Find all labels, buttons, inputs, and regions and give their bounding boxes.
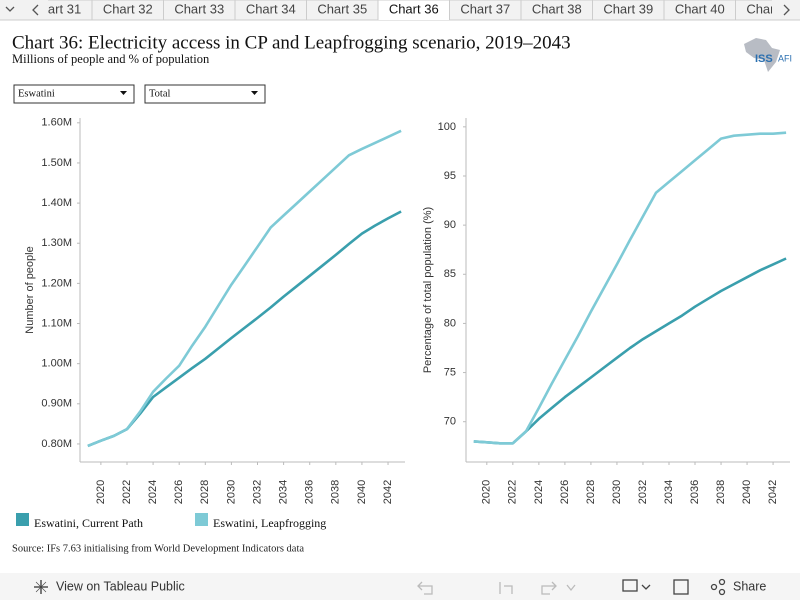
series-line: [474, 133, 786, 444]
dropdown-value: Total: [149, 88, 171, 99]
x-tick-label: 2028: [199, 480, 211, 504]
x-tick-label: 2042: [767, 480, 779, 504]
source: Source: IFs 7.63 initialising from World…: [12, 543, 304, 554]
logo-subtext: AFI: [778, 53, 792, 63]
x-tick-label: 2032: [637, 480, 649, 504]
x-tick-label: 2034: [663, 480, 675, 504]
view-on-tableau[interactable]: View on Tableau Public: [56, 579, 185, 593]
x-tick-label: 2026: [173, 480, 185, 504]
x-tick-label: 2024: [147, 480, 159, 504]
tab-label: Chart 37: [460, 1, 510, 16]
legend-swatch: [195, 513, 208, 526]
subtitle: Millions of people and % of population: [12, 52, 210, 66]
y-tick-label: 85: [444, 268, 456, 280]
tab-label: Chart 35: [317, 1, 367, 16]
y-tick-label: 0.90M: [41, 398, 72, 410]
charts: Number of people 0.80M 0.90M 1.00M 1.10M 1.20…: [24, 117, 790, 505]
y-axis-label: Number of people: [24, 246, 36, 333]
legend-label: Eswatini, Leapfrogging: [213, 516, 326, 530]
x-tick-label: 2022: [507, 480, 519, 504]
filters: Eswatini Total: [14, 85, 265, 103]
x-tick-label: 2020: [95, 480, 107, 504]
y-tick-label: 75: [444, 366, 456, 378]
dropdown-value: Eswatini: [18, 88, 55, 99]
y-tick-label: 1.10M: [41, 317, 72, 329]
y-tick-label: 1.50M: [41, 157, 72, 169]
y-tick-label: 0.80M: [41, 438, 72, 450]
y-tick-label: 90: [444, 219, 456, 231]
x-tick-label: 2030: [611, 480, 623, 504]
y-tick-label: 80: [444, 317, 456, 329]
tab-label: Chart 33: [174, 1, 224, 16]
x-tick-label: 2036: [304, 480, 316, 504]
y-tick-label: 1.00M: [41, 358, 72, 370]
tab-label: Chart 36: [389, 1, 439, 16]
x-tick-label: 2042: [382, 480, 394, 504]
legend: Eswatini, Current Path Eswatini, Leapfrog…: [16, 513, 326, 530]
x-tick-label: 2024: [533, 480, 545, 504]
y-axis-label: Percentage of total population (%): [422, 207, 434, 373]
y-tick-label: 70: [444, 416, 456, 428]
logo-text: ISS: [755, 53, 773, 65]
tab-label: Chart 34: [246, 1, 296, 16]
x-tick-label: 2026: [559, 480, 571, 504]
y-tick-label: 1.40M: [41, 197, 72, 209]
x-tick-label: 2040: [356, 480, 368, 504]
x-tick-label: 2034: [278, 480, 290, 504]
x-tick-label: 2028: [585, 480, 597, 504]
legend-label: Eswatini, Current Path: [34, 516, 143, 530]
series-line: [88, 212, 401, 446]
y-tick-label: 1.60M: [41, 117, 72, 129]
series-line: [474, 259, 786, 444]
title: Chart 36: Electricity access in CP and L…: [12, 32, 571, 53]
share[interactable]: Share: [733, 579, 766, 593]
tab-label: Chart 39: [603, 1, 653, 16]
x-tick-label: 2022: [121, 480, 133, 504]
series-line: [88, 131, 401, 446]
tab-label: Chart 32: [103, 1, 153, 16]
y-tick-label: 95: [444, 170, 456, 182]
x-tick-label: 2032: [251, 480, 263, 504]
x-tick-label: 2040: [741, 480, 753, 504]
tab-label: Chart 40: [675, 1, 725, 16]
x-tick-label: 2038: [715, 480, 727, 504]
y-tick-label: 1.20M: [41, 277, 72, 289]
y-tick-label: 100: [438, 121, 456, 133]
x-tick-label: 2020: [481, 480, 493, 504]
x-tick-label: 2036: [689, 480, 701, 504]
legend-swatch: [16, 513, 29, 526]
y-tick-label: 1.30M: [41, 237, 72, 249]
tab-label: Chart 38: [532, 1, 582, 16]
x-tick-label: 2038: [330, 480, 342, 504]
tableau-icon: [34, 580, 48, 594]
x-tick-label: 2030: [225, 480, 237, 504]
